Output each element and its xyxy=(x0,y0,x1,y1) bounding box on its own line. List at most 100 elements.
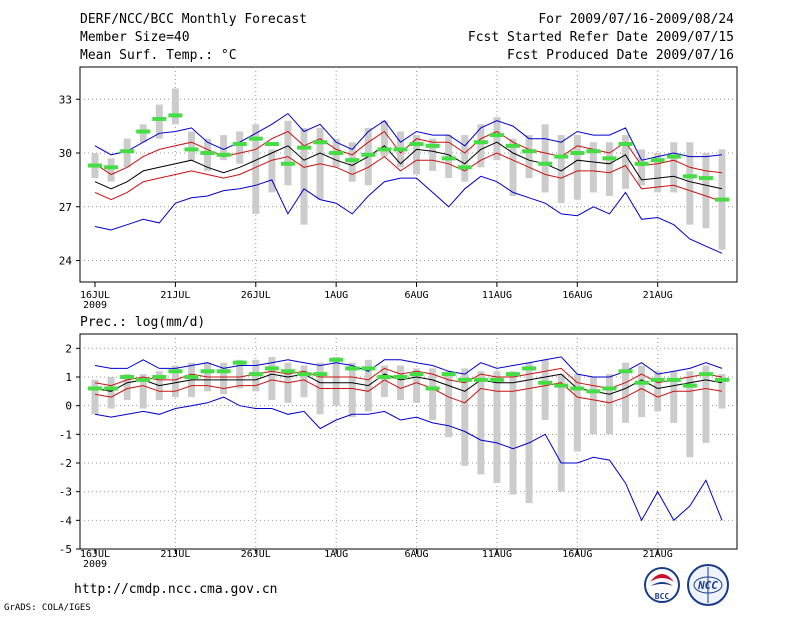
forecast-marker xyxy=(650,377,665,382)
ensemble-bar xyxy=(605,142,613,196)
forecast-marker xyxy=(538,380,553,385)
x-tick-label: 11AUG xyxy=(482,290,512,301)
ensemble-bar xyxy=(525,362,533,504)
forecast-marker xyxy=(506,143,520,148)
forecast-marker xyxy=(489,133,504,138)
x-tick-label: 6AUG xyxy=(404,290,428,301)
forecast-marker xyxy=(345,366,360,371)
forecast-marker xyxy=(618,369,633,374)
x-tick-label: 16JUL xyxy=(80,549,110,560)
forecast-marker xyxy=(698,372,713,377)
forecast-marker xyxy=(377,375,392,379)
forecast-marker xyxy=(313,140,328,145)
y-tick-label: -3 xyxy=(59,486,72,499)
forecast-marker xyxy=(650,158,665,163)
forecast-marker xyxy=(297,372,311,377)
forecast-marker xyxy=(409,142,424,147)
ensemble-bar xyxy=(686,142,694,225)
y-tick-label: -5 xyxy=(59,543,72,556)
ensemble-bar xyxy=(155,104,163,139)
forecast-marker xyxy=(393,147,408,152)
ensemble-bar xyxy=(702,365,710,443)
chart-title: DERF/NCC/BCC Monthly Forecast xyxy=(80,12,307,27)
ensemble-bar xyxy=(670,142,678,193)
forecast-marker xyxy=(264,366,279,371)
ensemble-bar xyxy=(300,127,308,225)
forecast-marker xyxy=(634,161,649,166)
y-tick-label: 24 xyxy=(59,255,73,268)
forecast-marker xyxy=(538,161,553,166)
forecast-marker xyxy=(425,386,440,391)
ensemble-bar xyxy=(573,135,581,200)
ensemble-bar xyxy=(638,365,646,418)
x-tick-label: 21JUL xyxy=(160,549,190,560)
ensemble-bar xyxy=(525,135,533,179)
y-tick-label: -1 xyxy=(59,428,72,441)
ensemble-bar xyxy=(413,135,421,175)
forecast-marker xyxy=(168,113,183,118)
ensemble-bar xyxy=(252,124,260,214)
forecast-marker xyxy=(184,375,199,379)
ensemble-bar xyxy=(348,362,356,418)
forecast-marker xyxy=(377,147,392,152)
x-tick-label: 1AUG xyxy=(324,549,348,560)
forecast-marker xyxy=(634,380,649,385)
forecast-marker xyxy=(88,163,102,168)
forecast-marker xyxy=(506,372,520,377)
forecast-produced-date: Fcst Produced Date 2009/07/16 xyxy=(507,48,734,63)
ensemble-bar xyxy=(91,379,99,415)
forecast-marker xyxy=(554,154,569,159)
x-year-label: 2009 xyxy=(83,300,107,311)
forecast-marker xyxy=(120,375,135,379)
ensemble-bar xyxy=(557,374,565,492)
forecast-marker xyxy=(232,142,247,147)
bcc-logo-text: BCC xyxy=(655,592,670,601)
forecast-marker xyxy=(409,372,424,377)
precip-panel-label: Prec.: log(mm/d) xyxy=(80,315,205,330)
ensemble-bar xyxy=(541,359,549,420)
series-line-min xyxy=(94,175,723,254)
forecast-marker xyxy=(313,372,328,377)
forecast-marker xyxy=(586,389,601,394)
series-line-lower xyxy=(94,379,723,404)
forecast-marker xyxy=(666,377,681,382)
ensemble-bar xyxy=(429,138,437,171)
ensemble-bar xyxy=(107,377,115,409)
x-tick-label: 1AUG xyxy=(324,290,348,301)
series-line-lower xyxy=(94,152,723,202)
x-tick-label: 16AUG xyxy=(562,549,592,560)
x-tick-label: 26JUL xyxy=(241,290,271,301)
x-tick-label: 6AUG xyxy=(404,549,428,560)
series-line-mean xyxy=(94,373,723,395)
ensemble-bar xyxy=(236,131,244,164)
y-tick-label: 1 xyxy=(65,371,72,384)
forecast-marker xyxy=(602,386,617,391)
ensemble-bar xyxy=(380,120,388,157)
series-line-mean xyxy=(94,141,723,190)
ensemble-bar xyxy=(589,142,597,193)
ensemble-bar xyxy=(139,374,147,409)
forecast-marker xyxy=(248,372,263,377)
forecast-start-date: Fcst Started Refer Date 2009/07/15 xyxy=(467,30,734,45)
ensemble-bar xyxy=(300,365,308,398)
forecast-marker xyxy=(152,375,167,379)
y-tick-label: 0 xyxy=(65,400,72,413)
series-line-max xyxy=(94,112,723,161)
forecast-marker xyxy=(329,151,344,155)
forecast-marker xyxy=(216,152,231,157)
x-tick-label: 21AUG xyxy=(643,549,673,560)
forecast-marker xyxy=(361,366,376,371)
bcc-logo-swirl-blue xyxy=(651,582,673,586)
ensemble-bar xyxy=(509,138,517,196)
x-tick-label: 26JUL xyxy=(241,549,271,560)
forecast-marker xyxy=(602,156,617,161)
y-tick-label: 27 xyxy=(59,201,72,214)
series-line-max xyxy=(94,356,723,378)
y-tick-label: 30 xyxy=(59,147,72,160)
forecast-marker xyxy=(104,386,119,391)
ensemble-bar xyxy=(220,362,228,395)
forecast-marker xyxy=(329,357,344,362)
forecast-marker xyxy=(618,142,633,147)
forecast-marker xyxy=(200,151,215,155)
ensemble-bar xyxy=(622,135,630,189)
